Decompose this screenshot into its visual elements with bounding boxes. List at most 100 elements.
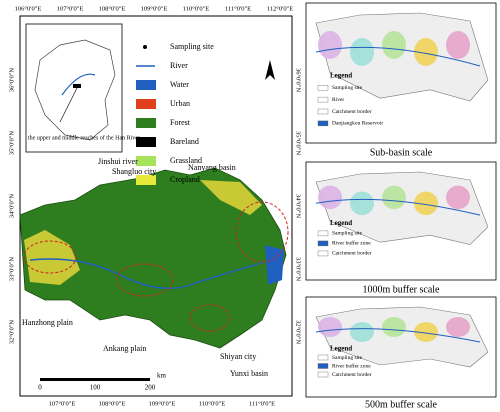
cropland-north [200, 180, 262, 215]
lon-label: 108°0'0"E [99, 5, 126, 12]
ankang-circle [116, 263, 174, 297]
hanzhong-circle [23, 240, 77, 274]
lon-label: 111°0'0"E [249, 400, 275, 407]
north-arrow [265, 60, 275, 80]
sub-area [382, 31, 406, 59]
sub-area [446, 317, 470, 337]
sub-area [446, 31, 470, 59]
panel-legend-symbol [317, 96, 329, 103]
sub-area [382, 185, 406, 210]
inset-river [61, 73, 96, 96]
sub-area [414, 38, 438, 66]
nanyang-circle [235, 201, 289, 263]
sub-area [414, 322, 438, 342]
panel-legend-symbol [317, 84, 329, 91]
panel-legend-symbol [317, 250, 329, 257]
panel-legend-symbol [317, 230, 329, 237]
panel-legend-label: Danjiangkou Reservoir [332, 121, 383, 127]
panel-river [315, 46, 481, 67]
lat-label: 33°0'0"N [8, 257, 15, 281]
panel-legend-label: Sampling site [332, 85, 363, 91]
panel-caption: 500m buffer scale [365, 399, 438, 410]
lon-label: 107°0'0"E [57, 5, 84, 12]
inset-study-area [73, 84, 81, 88]
panel-legend-symbol [317, 108, 329, 115]
place-label: Jinshui river [98, 157, 138, 166]
inset-pointer [59, 87, 78, 123]
place-label: Yunxi basin [230, 369, 268, 378]
lat-label: 34°0'0"N [295, 194, 302, 218]
yunxi-circle [189, 304, 231, 332]
lat-label: 35°0'0"N [8, 131, 15, 155]
lon-label: 112°0'0"E [267, 5, 293, 12]
sub-area [350, 322, 374, 342]
panel-legend-label: Catchment border [332, 251, 372, 257]
panel-legend-title: Legend [330, 345, 352, 353]
basin [315, 306, 489, 368]
sub-area [350, 38, 374, 66]
sub-area [350, 191, 374, 216]
legend-label: Urban [170, 99, 190, 108]
lon-label: 109°0'0"E [149, 400, 176, 407]
sub-area [414, 191, 438, 216]
panel-legend-title: Legend [330, 219, 352, 227]
panel-legend-title: Legend [330, 71, 352, 79]
lon-label: 109°0'0"E [141, 5, 168, 12]
panel-legend-symbol [317, 240, 329, 247]
legend-label: Grassland [170, 156, 202, 165]
panel-legend-label: River buffer zone [332, 240, 371, 247]
basin [315, 12, 489, 102]
legend-symbol [136, 99, 156, 109]
scale-label: 0 [38, 384, 42, 392]
legend-symbol [136, 137, 156, 147]
inset-label: the upper and middle reaches of the Han … [28, 134, 140, 141]
legend-label: Water [170, 80, 189, 89]
lon-label: 110°0'0"E [183, 5, 209, 12]
main-river [29, 258, 266, 290]
legend-label: Cropland [170, 175, 200, 184]
sub-area [318, 185, 342, 210]
basin [315, 171, 489, 245]
scale-bar [40, 378, 150, 381]
lat-label: 36°0'0"N [8, 68, 15, 92]
panel-caption: 1000m buffer scale [362, 284, 440, 295]
place-label: Hanzhong plain [22, 318, 73, 327]
sub-area [318, 317, 342, 337]
lat-label: 35°0'0"N [295, 131, 302, 155]
place-label: Shangluo city [112, 167, 156, 176]
lon-label: 107°0'0"E [49, 400, 76, 407]
place-label: Shiyan city [220, 352, 256, 361]
lon-label: 106°0'0"E [15, 5, 42, 12]
sub-area [382, 317, 406, 337]
legend-label: Sampling site [170, 42, 214, 51]
place-label: Nanyang basin [188, 163, 236, 172]
legend-symbol [136, 156, 156, 166]
lon-label: 111°0'0"E [225, 5, 251, 12]
lat-label: 32°0'0"N [295, 320, 302, 344]
legend-symbol [143, 45, 147, 49]
sub-area [318, 31, 342, 59]
panel-legend-label: Catchment border [332, 109, 372, 115]
panel-legend-label: Sampling site [332, 355, 363, 361]
panel-caption: Sub-basin scale [370, 147, 433, 158]
lon-label: 108°0'0"E [99, 400, 126, 407]
scale-label: 100 [90, 384, 101, 392]
legend-symbol [136, 118, 156, 128]
lat-label: 33°0'0"N [295, 257, 302, 281]
lat-label: 34°0'0"N [8, 194, 15, 218]
lat-label: 36°0'0"N [295, 68, 302, 92]
place-label: Ankang plain [103, 344, 146, 353]
panel-legend-label: River buffer zone [332, 362, 371, 369]
scale-label: 200 [145, 384, 156, 392]
lat-label: 32°0'0"N [8, 320, 15, 344]
panel-river [315, 328, 481, 343]
scale-unit: km [157, 372, 167, 380]
panel-legend-label: River [332, 97, 344, 103]
china-outline [34, 39, 116, 141]
lon-label: 110°0'0"E [199, 400, 225, 407]
panel-river [315, 198, 481, 216]
reservoir [265, 245, 284, 285]
legend-symbol [136, 80, 156, 90]
panel-legend-symbol [317, 354, 329, 361]
panel-legend-symbol [317, 371, 329, 378]
